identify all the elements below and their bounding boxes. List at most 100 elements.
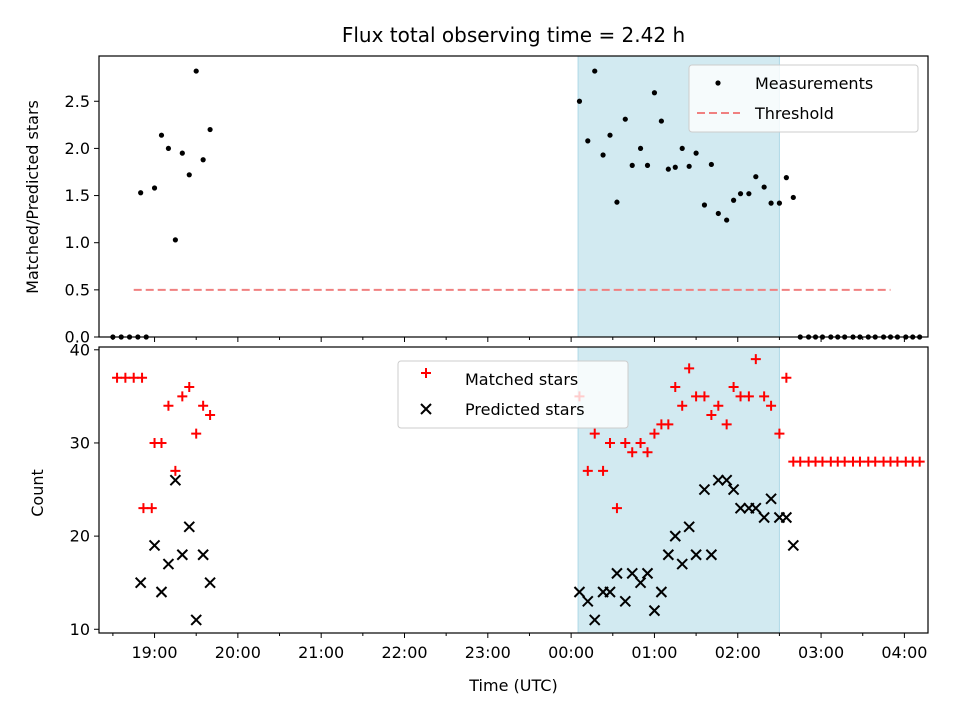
measurement-point bbox=[724, 217, 730, 223]
measurement-point bbox=[783, 175, 789, 181]
y-tick-label: 1.0 bbox=[65, 233, 90, 252]
matched-star-point bbox=[677, 400, 688, 411]
matched-star-point bbox=[205, 410, 216, 421]
predicted-star-point bbox=[720, 474, 733, 486]
matched-star-point bbox=[774, 428, 785, 439]
predicted-star-point bbox=[634, 576, 647, 589]
y-tick-label: 2.0 bbox=[65, 139, 90, 158]
predicted-star-point bbox=[765, 493, 777, 505]
x-tick-label: 04:00 bbox=[881, 643, 927, 662]
predicted-star-point bbox=[176, 549, 189, 561]
x-tick-label: 23:00 bbox=[465, 643, 511, 662]
y-tick-label: 1.5 bbox=[65, 186, 90, 205]
x-tick-label: 22:00 bbox=[381, 643, 427, 662]
x-tick-label: 21:00 bbox=[298, 643, 344, 662]
matched-star-point bbox=[728, 382, 739, 393]
x-tick-label: 03:00 bbox=[798, 643, 844, 662]
measurement-point bbox=[651, 90, 658, 96]
predicted-star-point bbox=[611, 567, 623, 580]
matched-star-point bbox=[663, 419, 674, 430]
matched-star-point bbox=[191, 428, 202, 439]
legend-threshold-label: Threshold bbox=[754, 104, 834, 123]
predicted-star-point bbox=[582, 595, 594, 608]
predicted-star-point bbox=[148, 539, 161, 552]
matched-star-point bbox=[766, 400, 777, 411]
measurement-point bbox=[151, 185, 158, 191]
predicted-star-point bbox=[780, 511, 793, 524]
predicted-star-point bbox=[750, 502, 762, 514]
measurement-point bbox=[644, 162, 651, 168]
x-tick-label: 01:00 bbox=[631, 643, 677, 662]
matched-star-point bbox=[605, 437, 616, 448]
predicted-star-point bbox=[662, 549, 675, 561]
legend-predicted-marker bbox=[420, 403, 432, 415]
matched-star-point bbox=[146, 503, 157, 514]
matched-star-point bbox=[914, 456, 925, 467]
measurement-point bbox=[665, 166, 671, 172]
bottom-legend: Matched stars Predicted stars bbox=[397, 360, 629, 429]
predicted-star-point bbox=[162, 558, 175, 570]
matched-star-point bbox=[721, 419, 732, 430]
measurement-point bbox=[761, 184, 767, 190]
measurement-point bbox=[629, 162, 635, 168]
measurement-point bbox=[693, 150, 699, 156]
y-tick-label: 20 bbox=[70, 527, 90, 546]
legend-matched-label: Matched stars bbox=[465, 370, 578, 389]
matched-star-point bbox=[598, 465, 609, 476]
predicted-star-point bbox=[169, 474, 182, 486]
measurement-point bbox=[746, 191, 752, 197]
matched-star-point bbox=[642, 447, 653, 458]
measurement-point bbox=[715, 210, 721, 217]
legend-measurements-label: Measurements bbox=[755, 74, 873, 93]
matched-star-point bbox=[743, 391, 754, 402]
predicted-star-point bbox=[734, 502, 747, 514]
y-tick-label: 30 bbox=[70, 433, 90, 452]
measurement-point bbox=[637, 145, 644, 152]
measurement-point bbox=[200, 157, 206, 163]
matched-star-point bbox=[627, 447, 638, 458]
measurement-point bbox=[179, 150, 185, 156]
measurement-point bbox=[686, 163, 692, 169]
legend-measurements-marker bbox=[715, 80, 721, 86]
predicted-star-point bbox=[787, 539, 800, 552]
matched-star-point bbox=[589, 428, 600, 439]
predicted-star-point bbox=[134, 576, 147, 589]
y-tick-label: 40 bbox=[70, 340, 90, 359]
measurement-point bbox=[737, 191, 744, 197]
matched-star-point bbox=[156, 437, 167, 448]
matched-star-point bbox=[184, 382, 195, 393]
top-legend-box bbox=[688, 64, 919, 133]
measurement-point bbox=[658, 118, 664, 124]
measurement-point bbox=[600, 152, 606, 158]
predicted-star-point bbox=[727, 483, 740, 496]
predicted-star-point bbox=[648, 604, 661, 617]
bottom-legend-box bbox=[397, 360, 629, 429]
measurement-point bbox=[614, 199, 620, 205]
top-panel: 0.0 0.5 1.0 1.5 2.0 2.5 Matched/Predicted sta… bbox=[23, 55, 929, 347]
predicted-star-point bbox=[669, 530, 681, 542]
matched-star-point bbox=[163, 400, 174, 411]
measurement-point bbox=[576, 98, 583, 104]
matched-star-point bbox=[635, 437, 646, 448]
matched-star-point bbox=[198, 400, 209, 411]
x-tick-label: 00:00 bbox=[548, 643, 594, 662]
predicted-star-point bbox=[619, 595, 631, 608]
matched-star-point bbox=[620, 437, 631, 448]
bottom-axes-frame bbox=[98, 346, 929, 634]
predicted-star-point bbox=[705, 549, 718, 561]
measurement-point bbox=[165, 145, 172, 152]
measurement-point bbox=[753, 174, 759, 180]
predicted-star-point bbox=[758, 511, 770, 524]
measurement-point bbox=[701, 202, 708, 208]
measurement-point bbox=[592, 68, 598, 74]
predicted-star-point bbox=[604, 586, 616, 598]
predicted-star-point bbox=[589, 614, 601, 626]
top-legend: Measurements Threshold bbox=[688, 64, 919, 133]
legend-predicted-label: Predicted stars bbox=[465, 400, 585, 419]
predicted-star-point bbox=[183, 521, 195, 533]
matched-star-point bbox=[137, 372, 148, 383]
measurement-point bbox=[622, 116, 628, 122]
measurement-point bbox=[158, 132, 165, 138]
measurement-point bbox=[607, 132, 613, 138]
